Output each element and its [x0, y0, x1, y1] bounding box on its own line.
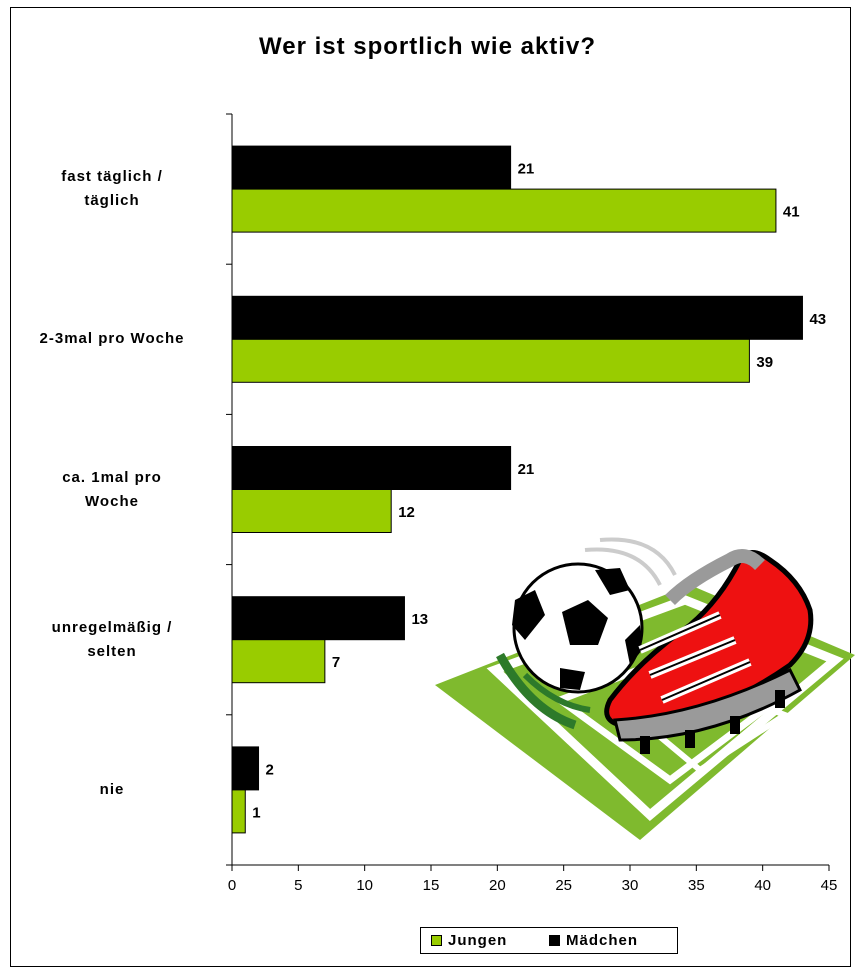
x-tick-label: 20	[489, 877, 506, 894]
legend-label-maedchen: Mädchen	[566, 932, 639, 949]
bar-jungen	[231, 639, 326, 684]
bar-jungen	[231, 789, 246, 834]
bar-maedchen	[231, 446, 512, 490]
x-tick-label: 30	[622, 877, 639, 894]
x-tick-label: 35	[688, 877, 705, 894]
bar-value-label: 1	[252, 804, 260, 821]
bar-value-label: 13	[411, 611, 428, 628]
category-label: unregelmäßig / selten	[51, 618, 173, 660]
category-label: nie	[99, 780, 125, 798]
bar-maedchen	[231, 145, 512, 190]
chart-x-ticks: 0 5 10 15 20 25 30 35 40 45	[228, 865, 838, 894]
legend-swatch-jungen	[431, 935, 442, 946]
category-label: fast täglich / täglich	[61, 168, 163, 210]
category-label: ca. 1mal pro Woche	[62, 468, 162, 510]
bar-value-label: 43	[809, 311, 826, 328]
x-tick-label: 25	[555, 877, 572, 894]
bar-maedchen	[231, 746, 260, 791]
football-boot-ball-field-icon	[435, 537, 855, 840]
bar-jungen	[231, 489, 392, 533]
bar-value-label: 12	[398, 504, 415, 521]
legend-item-jungen: Jungen	[431, 932, 507, 949]
bar-jungen	[231, 188, 777, 233]
bar-value-label: 21	[518, 461, 535, 478]
x-tick-label: 15	[423, 877, 440, 894]
legend-item-maedchen: Mädchen	[549, 932, 638, 949]
bar-jungen	[231, 338, 750, 383]
chart-bars	[231, 145, 803, 834]
chart-title: Wer ist sportlich wie aktiv?	[259, 33, 596, 60]
legend-label-jungen: Jungen	[448, 932, 508, 949]
bar-value-label: 2	[266, 761, 274, 778]
bar-value-label: 39	[756, 354, 773, 371]
category-label: 2-3mal pro Woche	[39, 330, 185, 348]
bar-maedchen	[231, 596, 405, 641]
x-tick-label: 40	[754, 877, 771, 894]
bar-maedchen	[231, 295, 803, 340]
chart-legend: Jungen Mädchen	[420, 927, 678, 954]
bar-value-label: 21	[518, 161, 535, 178]
x-tick-label: 0	[228, 877, 236, 894]
bar-value-label: 41	[783, 204, 800, 221]
bar-value-label: 7	[332, 654, 340, 671]
x-tick-label: 10	[356, 877, 373, 894]
x-tick-label: 5	[294, 877, 302, 894]
legend-swatch-maedchen	[549, 935, 560, 946]
x-tick-label: 45	[821, 877, 838, 894]
